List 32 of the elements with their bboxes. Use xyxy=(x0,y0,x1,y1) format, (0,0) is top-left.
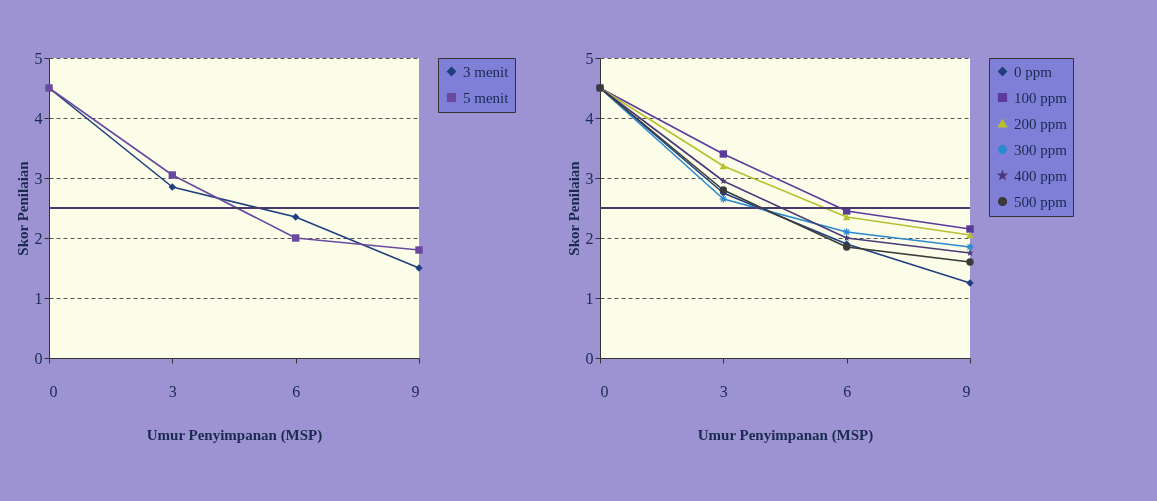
y-tick-label: 4 xyxy=(585,109,594,127)
x-tick-label: 3 xyxy=(719,382,728,400)
y-tick-label: 0 xyxy=(34,349,43,367)
legend-label: 400 ppm xyxy=(1014,167,1068,184)
legend-label: 500 ppm xyxy=(1014,193,1068,210)
y-tick-label: 1 xyxy=(34,289,43,307)
x-tick-label: 0 xyxy=(600,382,609,400)
y-axis-title: Skor Penilaian xyxy=(14,160,31,256)
legend-label: 200 ppm xyxy=(1014,115,1068,132)
legend-label: 5 menit xyxy=(463,89,510,106)
y-tick-label: 3 xyxy=(585,169,594,187)
x-axis-title: Umur Penyimpanan (MSP) xyxy=(697,426,874,444)
legend-label: 300 ppm xyxy=(1014,141,1068,158)
x-tick-label: 3 xyxy=(168,382,177,400)
y-tick-label: 5 xyxy=(34,49,43,67)
legend-label: 0 ppm xyxy=(1014,63,1053,80)
x-tick-label: 6 xyxy=(292,382,301,400)
y-tick-label: 1 xyxy=(585,289,594,307)
x-tick-label: 9 xyxy=(962,382,971,400)
y-tick-label: 0 xyxy=(585,349,594,367)
x-tick-label: 9 xyxy=(411,382,420,400)
y-tick-label: 3 xyxy=(34,169,43,187)
y-tick-label: 5 xyxy=(585,49,594,67)
y-tick-label: 2 xyxy=(34,229,43,247)
x-tick-label: 0 xyxy=(49,382,58,400)
x-tick-label: 6 xyxy=(843,382,852,400)
legend-label: 100 ppm xyxy=(1014,89,1068,106)
x-axis-title: Umur Penyimpanan (MSP) xyxy=(146,426,323,444)
legend-label: 3 menit xyxy=(463,63,510,80)
y-tick-label: 4 xyxy=(34,109,43,127)
y-axis-title: Skor Penilaian xyxy=(565,160,582,256)
y-tick-label: 2 xyxy=(585,229,594,247)
